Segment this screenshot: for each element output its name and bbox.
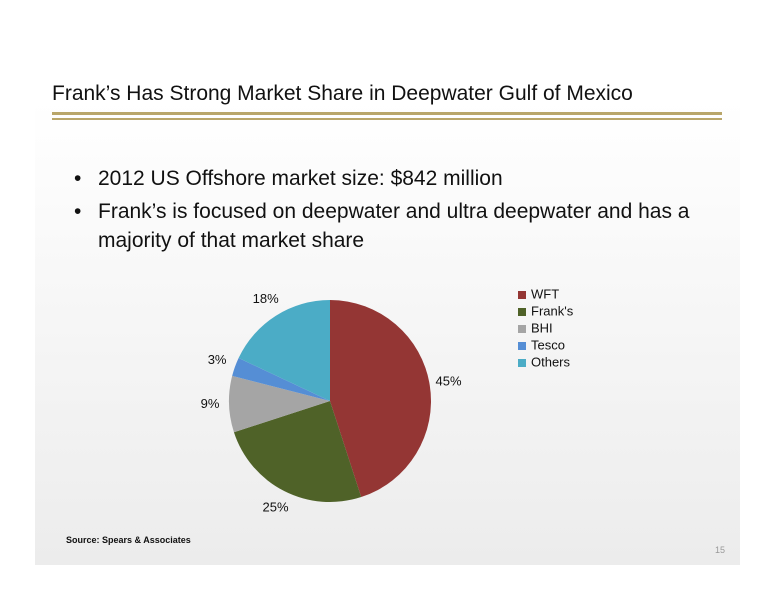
- data-label: 18%: [253, 291, 279, 306]
- legend-label: WFT: [531, 286, 559, 301]
- pie-slice: [232, 357, 330, 401]
- pie-slice: [229, 375, 330, 433]
- slide-title: Frank’s Has Strong Market Share in Deepw…: [52, 82, 633, 105]
- bullet-list: 2012 US Offshore market size: $842 milli…: [72, 164, 712, 259]
- data-label: 9%: [201, 396, 220, 411]
- pie-slice: [233, 401, 362, 502]
- legend-swatch: [518, 342, 526, 350]
- legend-label: Others: [531, 354, 571, 369]
- title-rule: [52, 118, 722, 120]
- bullet: 2012 US Offshore market size: $842 milli…: [72, 164, 712, 193]
- data-label: 25%: [263, 499, 289, 514]
- data-label: 3%: [208, 352, 227, 367]
- legend-label: BHI: [531, 320, 553, 335]
- legend-swatch: [518, 308, 526, 316]
- legend-swatch: [518, 359, 526, 367]
- data-label: 45%: [436, 374, 462, 389]
- title-rule: [52, 112, 722, 115]
- legend-swatch: [518, 291, 526, 299]
- legend-swatch: [518, 325, 526, 333]
- legend-label: Tesco: [531, 337, 565, 352]
- pie-slice: [238, 299, 330, 401]
- page-number: 15: [715, 545, 726, 555]
- pie-slice: [330, 300, 431, 498]
- legend-label: Frank's: [531, 303, 574, 318]
- source-note: Source: Spears & Associates: [66, 535, 191, 545]
- bullet: Frank’s is focused on deepwater and ultr…: [72, 197, 712, 255]
